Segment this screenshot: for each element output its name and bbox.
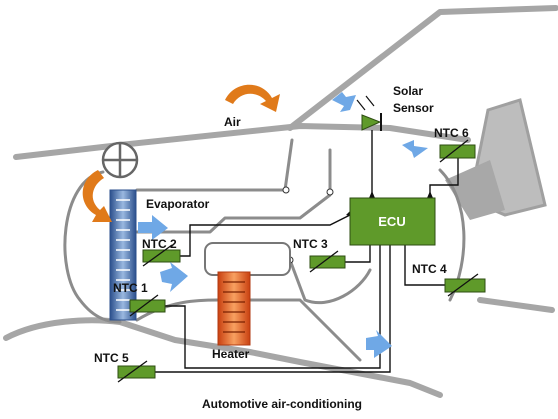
page: ECU Air Solar Sensor NTC 6 Evaporator NT… bbox=[0, 0, 558, 414]
blower-fan bbox=[103, 143, 137, 177]
duct-top bbox=[137, 140, 292, 190]
heater bbox=[218, 272, 250, 345]
sensor-ntc3 bbox=[310, 256, 345, 268]
wires bbox=[155, 130, 458, 372]
blue-arrow bbox=[366, 330, 392, 358]
ntc-label: NTC 1 bbox=[113, 281, 148, 295]
ntc-label: NTC 3 bbox=[293, 237, 328, 251]
air-label: Air bbox=[224, 115, 241, 129]
flap-pivot bbox=[327, 189, 333, 195]
duct-floor bbox=[250, 300, 360, 360]
sensors bbox=[118, 140, 485, 382]
sensor-ntc1 bbox=[130, 300, 165, 312]
diagram: ECU Air Solar Sensor NTC 6 Evaporator NT… bbox=[0, 0, 558, 414]
sensor-ntc5 bbox=[118, 366, 155, 378]
ntc-label: NTC 2 bbox=[142, 237, 177, 251]
blue-arrow bbox=[402, 140, 428, 158]
evaporator-label: Evaporator bbox=[146, 197, 210, 211]
orange-arrow bbox=[83, 170, 112, 222]
dashboard bbox=[16, 126, 468, 157]
ntc-label: NTC 4 bbox=[412, 262, 447, 276]
sensor-ntc2 bbox=[143, 250, 180, 262]
heater-core bbox=[205, 243, 290, 275]
solar-label: Sensor bbox=[393, 101, 434, 115]
sensor-ntc4 bbox=[445, 279, 485, 292]
floor-right bbox=[480, 300, 552, 310]
ntc-label: NTC 5 bbox=[94, 351, 129, 365]
flap-pivot bbox=[283, 187, 289, 193]
solar-label: Solar bbox=[393, 84, 423, 98]
ecu-label: ECU bbox=[378, 214, 405, 229]
caption: Automotive air-conditioning bbox=[202, 397, 362, 411]
wire-ntc3 bbox=[345, 245, 370, 262]
heater-label: Heater bbox=[212, 347, 250, 361]
sensor-ntc6 bbox=[440, 145, 475, 158]
ntc-label: NTC 6 bbox=[434, 126, 469, 140]
blue-arrow bbox=[160, 262, 188, 292]
orange-arrow bbox=[225, 85, 280, 112]
